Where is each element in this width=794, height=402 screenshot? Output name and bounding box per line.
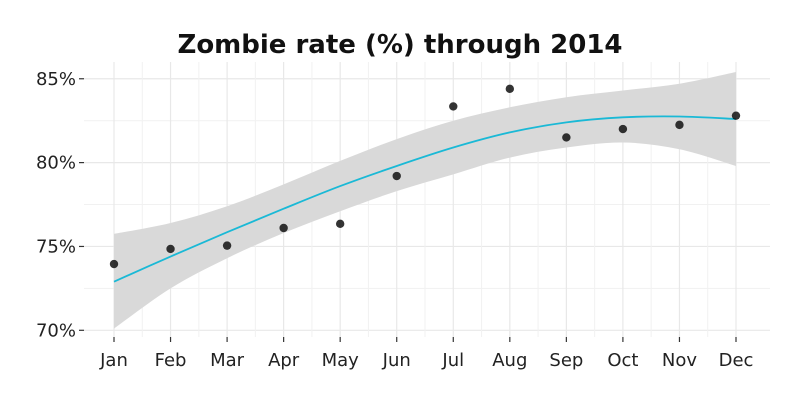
confidence-band: [114, 72, 736, 329]
data-point-nov: [675, 120, 684, 130]
chart-title: Zombie rate (%) through 2014: [177, 30, 622, 60]
x-axis-ticks: Jan Feb Mar Apr May Jun Jul Aug Sep Oct Nov Dec: [99, 337, 753, 371]
y-tick-label: 75%: [36, 236, 76, 257]
y-tick-label: 80%: [36, 153, 76, 174]
data-point-oct: [618, 124, 628, 134]
data-point-dec: [731, 111, 741, 120]
data-point-jul: [449, 102, 458, 111]
x-tick-label: Nov: [662, 350, 697, 371]
y-axis-ticks: 70% 75% 80% 85%: [36, 69, 84, 341]
data-point-sep: [562, 133, 571, 142]
data-point-jan: [109, 259, 119, 269]
x-tick-label: Sep: [549, 350, 583, 371]
data-point-jun: [392, 171, 401, 181]
data-point-aug: [505, 84, 515, 94]
y-tick-label: 85%: [36, 69, 76, 90]
x-tick-label: Jan: [99, 350, 128, 371]
x-tick-label: Jul: [441, 350, 464, 371]
x-tick-label: May: [322, 350, 360, 371]
x-tick-label: Feb: [155, 350, 187, 371]
x-tick-label: Aug: [492, 350, 527, 371]
x-tick-label: Dec: [719, 350, 754, 371]
y-tick-label: 70%: [36, 320, 76, 341]
data-points: [109, 84, 741, 269]
data-point-may: [335, 219, 345, 229]
data-point-feb: [166, 244, 175, 254]
x-tick-label: Apr: [268, 350, 300, 371]
trend-line-path: [113, 115, 737, 283]
x-tick-label: Mar: [210, 350, 245, 371]
x-tick-label: Jun: [382, 350, 411, 371]
data-point-mar: [222, 241, 232, 250]
data-point-apr: [279, 223, 288, 233]
x-tick-label: Oct: [607, 350, 638, 371]
